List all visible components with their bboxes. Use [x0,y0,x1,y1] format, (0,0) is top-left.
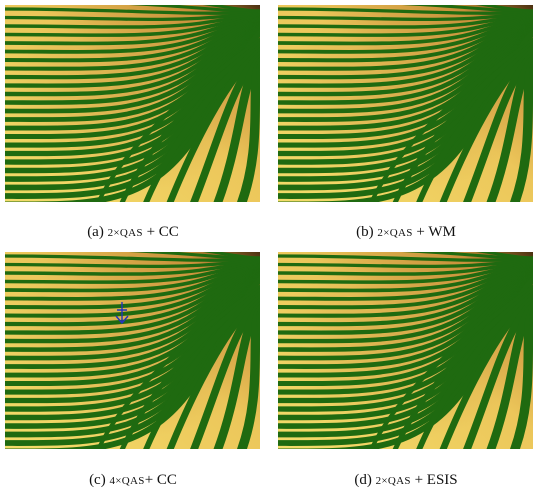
rendered-image [273,239,533,457]
caption: (c) 4×QAS+ CC [0,472,266,489]
caption-suffix: + ESIS [415,472,458,488]
caption-label: (c) [89,472,106,488]
caption: (b) 2×QAS + WM [273,224,533,241]
caption-label: (d) [354,472,372,488]
caption-method: 2×QAS [377,227,412,239]
rendered-image [0,239,295,457]
rendered-image [273,0,533,210]
caption-method: 2×QAS [376,475,411,487]
caption-label: (a) [87,224,104,240]
caption-suffix: + CC [145,472,177,488]
caption-method: 2×QAS [108,227,143,239]
caption-method: 4×QAS [109,475,144,487]
caption: (a) 2×QAS + CC [0,224,266,241]
caption: (d) 2×QAS + ESIS [273,472,533,489]
figure: (a) 2×QAS + CC (b) 2×QAS + WM (c) 4×QAS+… [0,0,533,498]
caption-suffix: + CC [147,224,179,240]
figure-images [0,0,533,498]
caption-suffix: + WM [416,224,455,240]
rendered-image [0,0,295,210]
caption-label: (b) [356,224,374,240]
